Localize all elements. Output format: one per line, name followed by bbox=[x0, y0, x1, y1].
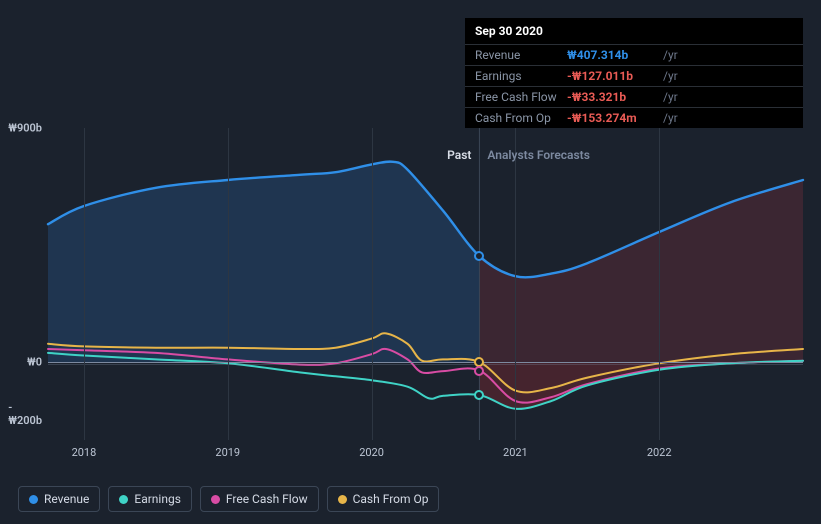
chart-plot-area: ₩900b₩0-₩200b20182019202020212022PastAna… bbox=[48, 128, 803, 440]
tooltip-value: -₩33.321b bbox=[567, 90, 661, 104]
legend-cash_from_op[interactable]: Cash From Op bbox=[327, 486, 440, 512]
tooltip-label: Earnings bbox=[475, 69, 567, 83]
marker-earnings bbox=[474, 390, 484, 400]
x-grid-line bbox=[515, 128, 516, 440]
tooltip-unit: /yr bbox=[663, 111, 678, 125]
zero-line bbox=[48, 362, 803, 363]
x-grid-line bbox=[659, 128, 660, 440]
legend-free_cash_flow[interactable]: Free Cash Flow bbox=[200, 486, 319, 512]
y-axis-tick: ₩0 bbox=[27, 356, 42, 369]
y-axis-tick: -₩200b bbox=[8, 401, 42, 427]
y-axis-tick: ₩900b bbox=[8, 122, 42, 135]
legend-revenue[interactable]: Revenue bbox=[18, 486, 100, 512]
legend-earnings[interactable]: Earnings bbox=[108, 486, 192, 512]
legend-dot-icon bbox=[211, 495, 220, 504]
x-axis-tick: 2022 bbox=[647, 446, 672, 459]
legend-label: Cash From Op bbox=[353, 492, 429, 506]
x-axis-tick: 2018 bbox=[72, 446, 97, 459]
legend-label: Earnings bbox=[134, 492, 181, 506]
legend-dot-icon bbox=[29, 495, 38, 504]
tooltip-row-earnings: Earnings-₩127.011b/yr bbox=[465, 65, 803, 86]
tooltip-unit: /yr bbox=[663, 48, 678, 62]
hover-tooltip: Sep 30 2020 Revenue₩407.314b/yrEarnings-… bbox=[465, 18, 803, 128]
tooltip-date: Sep 30 2020 bbox=[465, 18, 803, 44]
area-forecast bbox=[479, 180, 803, 362]
x-grid-line bbox=[372, 128, 373, 440]
tooltip-row-free_cash_flow: Free Cash Flow-₩33.321b/yr bbox=[465, 86, 803, 107]
x-grid-line bbox=[84, 128, 85, 440]
forecast-label: Analysts Forecasts bbox=[487, 148, 589, 162]
legend: Revenue Earnings Free Cash Flow Cash From O… bbox=[18, 486, 439, 512]
tooltip-unit: /yr bbox=[663, 90, 678, 104]
tooltip-row-revenue: Revenue₩407.314b/yr bbox=[465, 44, 803, 65]
tooltip-label: Cash From Op bbox=[475, 111, 567, 125]
marker-revenue bbox=[474, 251, 484, 261]
tooltip-value: ₩407.314b bbox=[567, 48, 661, 62]
tooltip-row-cash_from_op: Cash From Op-₩153.274m/yr bbox=[465, 107, 803, 128]
tooltip-unit: /yr bbox=[663, 69, 678, 83]
chart-svg bbox=[48, 128, 803, 440]
tooltip-value: -₩153.274m bbox=[567, 111, 661, 125]
x-axis-tick: 2020 bbox=[359, 446, 384, 459]
past-label: Past bbox=[447, 148, 471, 162]
tooltip-value: -₩127.011b bbox=[567, 69, 661, 83]
legend-dot-icon bbox=[338, 495, 347, 504]
x-axis-tick: 2019 bbox=[215, 446, 240, 459]
x-grid-line bbox=[228, 128, 229, 440]
tooltip-label: Revenue bbox=[475, 48, 567, 62]
marker-free_cash_flow bbox=[474, 366, 484, 376]
x-axis-tick: 2021 bbox=[503, 446, 528, 459]
legend-label: Revenue bbox=[44, 492, 89, 506]
legend-label: Free Cash Flow bbox=[226, 492, 308, 506]
legend-dot-icon bbox=[119, 495, 128, 504]
tooltip-label: Free Cash Flow bbox=[475, 90, 567, 104]
area-past bbox=[48, 162, 479, 362]
